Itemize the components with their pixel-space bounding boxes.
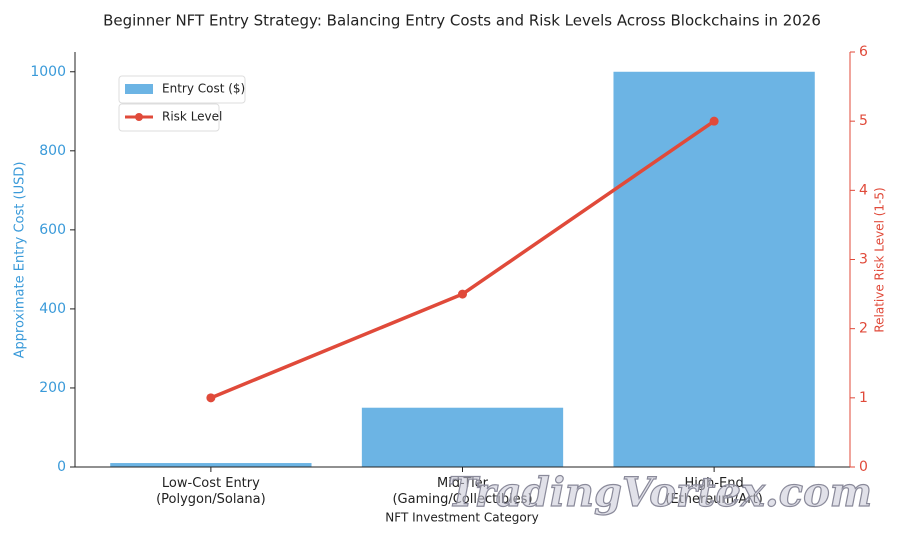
chart-title: Beginner NFT Entry Strategy: Balancing E… xyxy=(103,12,821,30)
y-tick-label: 400 xyxy=(39,301,66,317)
legend-box xyxy=(118,75,246,104)
bar xyxy=(110,463,312,467)
y-tick-label: 200 xyxy=(39,380,66,396)
x-tick-label: Low-Cost Entry (Polygon/Solana) xyxy=(156,476,266,507)
y2-tick-label: 4 xyxy=(859,182,868,198)
y2-tick-label: 1 xyxy=(859,390,868,406)
y2-tick-label: 0 xyxy=(859,459,868,475)
legend-label: Risk Level xyxy=(162,110,222,124)
risk-point xyxy=(458,289,467,299)
risk-point xyxy=(709,116,719,126)
y-tick-label: 800 xyxy=(39,143,66,159)
x-tick-label: High-End (Ethereum/Art) xyxy=(665,476,762,507)
y2-tick-label: 3 xyxy=(859,252,868,268)
bar xyxy=(361,407,564,467)
y2-tick-label: 6 xyxy=(859,44,868,60)
bar xyxy=(613,71,815,467)
y2-axis-label: Relative Risk Level (1-5) xyxy=(873,187,887,332)
y2-tick-label: 2 xyxy=(859,321,868,337)
legend-swatch xyxy=(125,84,153,94)
watermark: TradingVortex.com xyxy=(448,469,872,516)
y-tick-label: 600 xyxy=(39,222,66,238)
y-tick-label: 1000 xyxy=(30,64,66,80)
legend-label: Entry Cost ($) xyxy=(162,82,245,96)
risk-point xyxy=(206,393,216,403)
y-tick-label: 0 xyxy=(57,459,66,475)
y-axis-label: Approximate Entry Cost (USD) xyxy=(13,162,28,359)
legend-marker xyxy=(135,113,143,121)
legend-box xyxy=(118,103,220,132)
y2-tick-label: 5 xyxy=(859,113,868,129)
x-axis-label: NFT Investment Category xyxy=(385,511,538,525)
x-tick-label: Mid-Tier (Gaming/Collectibles) xyxy=(392,476,532,507)
